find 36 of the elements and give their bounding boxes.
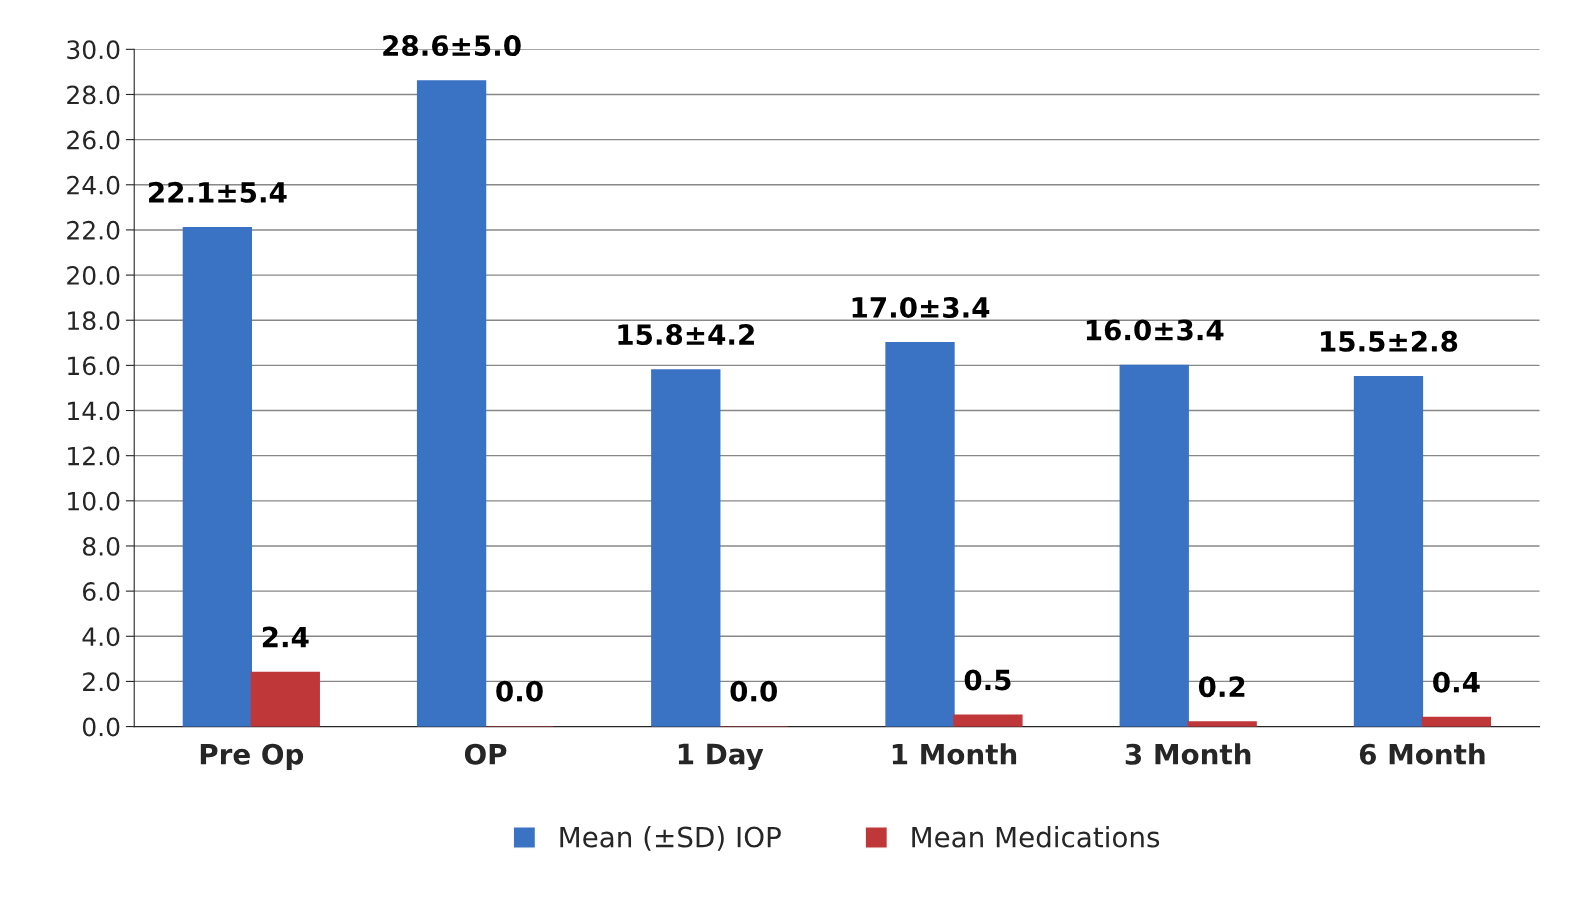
data-label: 15.5±2.8 <box>1321 330 1458 352</box>
y-tick-label: 16.0 <box>68 356 120 376</box>
x-tick-label: OP <box>464 743 507 765</box>
data-label: 15.8±4.2 <box>618 324 754 346</box>
y-tick-label: 4.0 <box>82 627 120 647</box>
y-tick-label: 2.0 <box>83 672 120 692</box>
y-tick-label: 0.0 <box>82 717 120 737</box>
data-label: 22.1±5.4 <box>149 181 287 203</box>
data-label: 0.0 <box>496 680 543 702</box>
y-tick-label: 20.0 <box>67 266 120 285</box>
legend-label: Mean Medications <box>912 826 1160 848</box>
legend-label: Mean (±SD) IOP <box>560 826 781 851</box>
data-label: 0.2 <box>1198 676 1245 698</box>
data-label: 28.6±5.0 <box>383 35 521 57</box>
x-tick-label: 1 Month <box>892 743 1017 765</box>
x-tick-label: Pre Op <box>200 743 304 771</box>
y-tick-label: 14.0 <box>68 401 120 421</box>
data-label: 0.5 <box>964 669 1011 691</box>
y-tick-label: 18.0 <box>68 311 120 331</box>
y-tick-label: 10.0 <box>68 491 120 511</box>
data-label: 2.4 <box>262 626 309 648</box>
y-tick-label: 24.0 <box>67 175 120 195</box>
x-tick-label: 6 Month <box>1359 743 1485 765</box>
x-tick-label: 1 Day <box>678 743 764 771</box>
y-tick-label: 6.0 <box>83 582 120 601</box>
data-label: 17.0±3.4 <box>852 296 990 318</box>
data-label: 16.0±3.4 <box>1086 319 1224 341</box>
y-tick-label: 8.0 <box>82 536 120 556</box>
y-tick-label: 30.0 <box>67 40 120 60</box>
data-label: 0.0 <box>730 680 777 702</box>
y-tick-label: 26.0 <box>67 130 120 150</box>
y-tick-label: 22.0 <box>67 220 120 240</box>
y-tick-label: 12.0 <box>68 446 120 466</box>
x-tick-label: 3 Month <box>1125 743 1251 765</box>
data-label: 0.4 <box>1433 671 1480 693</box>
y-tick-label: 28.0 <box>67 85 120 105</box>
